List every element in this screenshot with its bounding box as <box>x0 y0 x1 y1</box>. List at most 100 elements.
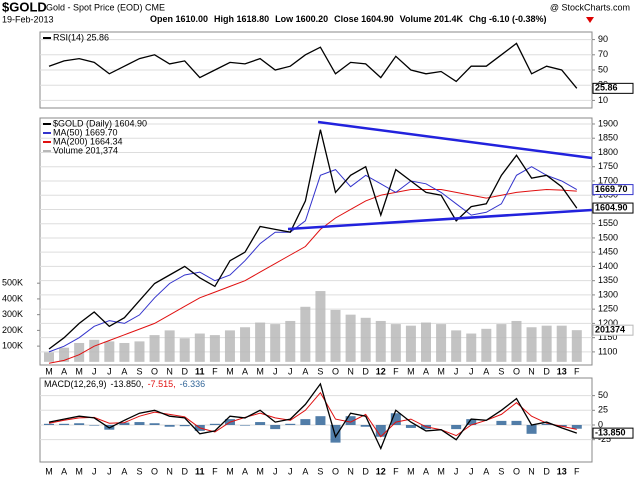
trendline <box>287 208 593 231</box>
bar <box>330 424 341 443</box>
x-tick-label: M <box>226 366 234 376</box>
x-tick-label: F <box>393 466 399 476</box>
bar <box>466 333 477 362</box>
x-tick-label: D <box>362 466 369 476</box>
series-line <box>48 382 578 451</box>
legend: MACD(12,26,9) -13.850, -7.515, -6.336 <box>44 379 205 389</box>
x-tick-label: J <box>273 366 278 376</box>
x-tick-label: 13 <box>557 466 567 476</box>
bar <box>285 423 296 425</box>
x-tick-label: S <box>136 366 142 376</box>
y2-tick-label: 400K <box>2 293 23 303</box>
legend-entry: Volume 201,374 <box>53 145 118 155</box>
bar <box>526 327 537 362</box>
y2-tick-label: 300K <box>2 309 23 319</box>
bar <box>285 320 296 362</box>
bar <box>436 324 447 362</box>
bar <box>571 330 582 362</box>
x-tick-label: J <box>469 366 474 376</box>
x-tick-label: M <box>437 366 445 376</box>
bar <box>194 333 205 362</box>
x-tick-label: O <box>332 466 339 476</box>
x-tick-label: M <box>45 466 53 476</box>
bar <box>375 424 386 437</box>
x-tick-label: O <box>151 466 158 476</box>
y-tick-label: 1850 <box>598 133 618 143</box>
bar <box>496 324 507 362</box>
x-tick-label: O <box>513 366 520 376</box>
x-tick-label: S <box>498 366 504 376</box>
x-tick-label: J <box>107 366 112 376</box>
x-tick-label: D <box>543 466 550 476</box>
x-tick-label: A <box>423 366 429 376</box>
value-tag-label: 1669.70 <box>595 184 628 194</box>
series-line <box>48 188 577 364</box>
value-tag <box>592 324 634 336</box>
bar <box>179 424 190 427</box>
bar <box>345 416 356 425</box>
x-tick-label: N <box>528 466 535 476</box>
bar <box>224 330 235 362</box>
bar <box>375 320 386 362</box>
bar <box>315 416 326 425</box>
bar <box>44 423 54 425</box>
quote-item: Volume 201.4K <box>400 14 464 24</box>
y-tick-label: 1750 <box>598 161 618 171</box>
x-tick-label: M <box>437 466 445 476</box>
bar <box>390 324 401 362</box>
bar <box>89 339 100 362</box>
quote-item: Close 1604.90 <box>334 14 394 24</box>
x-tick-label: 12 <box>376 466 386 476</box>
x-tick-label: M <box>75 366 83 376</box>
x-tick-label: A <box>483 466 489 476</box>
x-tick-label: O <box>332 366 339 376</box>
bar <box>466 419 477 425</box>
bar <box>240 327 251 362</box>
bar <box>240 424 251 426</box>
value-tag <box>592 82 634 94</box>
value-tag <box>592 184 634 196</box>
legend-entry: MA(200) 1664.34 <box>53 136 123 146</box>
y-tick-label: 70 <box>598 49 608 59</box>
bar <box>405 325 416 362</box>
quote: Open 1610.00 High 1618.80 Low 1600.20 Close… <box>150 14 547 24</box>
x-tick-label: S <box>317 466 323 476</box>
bar <box>451 424 462 430</box>
bar <box>315 291 326 362</box>
y-tick-label: 1350 <box>598 275 618 285</box>
y-tick-label: 1300 <box>598 289 618 299</box>
bar <box>270 324 281 362</box>
x-tick-label: 13 <box>557 366 567 376</box>
bar <box>179 338 190 362</box>
bar <box>270 424 281 430</box>
bar <box>345 314 356 362</box>
y-tick-label: 1900 <box>598 118 618 128</box>
x-tick-label: A <box>121 366 127 376</box>
x-tick-label: A <box>302 366 308 376</box>
x-tick-label: J <box>92 466 97 476</box>
series-line <box>48 42 578 89</box>
quote-item: Chg -6.10 (-0.38%) <box>469 14 547 24</box>
bar <box>511 320 522 362</box>
y-tick-label: 90 <box>598 34 608 44</box>
x-tick-label: N <box>528 366 535 376</box>
bar <box>360 424 371 427</box>
trendline <box>317 120 593 160</box>
legend-entry: -6.336 <box>180 379 206 389</box>
bar <box>421 322 431 362</box>
x-tick-label: M <box>256 366 264 376</box>
bar <box>74 423 85 425</box>
x-tick-label: F <box>212 366 218 376</box>
x-tick-label: M <box>407 466 415 476</box>
quote-item: High 1618.80 <box>214 14 269 24</box>
y2-tick-label: 200K <box>2 325 23 335</box>
value-tag <box>592 427 634 439</box>
x-tick-label: J <box>288 366 293 376</box>
source: @ StockCharts.com <box>550 2 630 12</box>
y2-tick-label: 100K <box>2 340 23 350</box>
bar <box>104 341 115 362</box>
bar <box>74 342 85 362</box>
x-tick-label: M <box>45 366 53 376</box>
y-tick-label: 1250 <box>598 304 618 314</box>
